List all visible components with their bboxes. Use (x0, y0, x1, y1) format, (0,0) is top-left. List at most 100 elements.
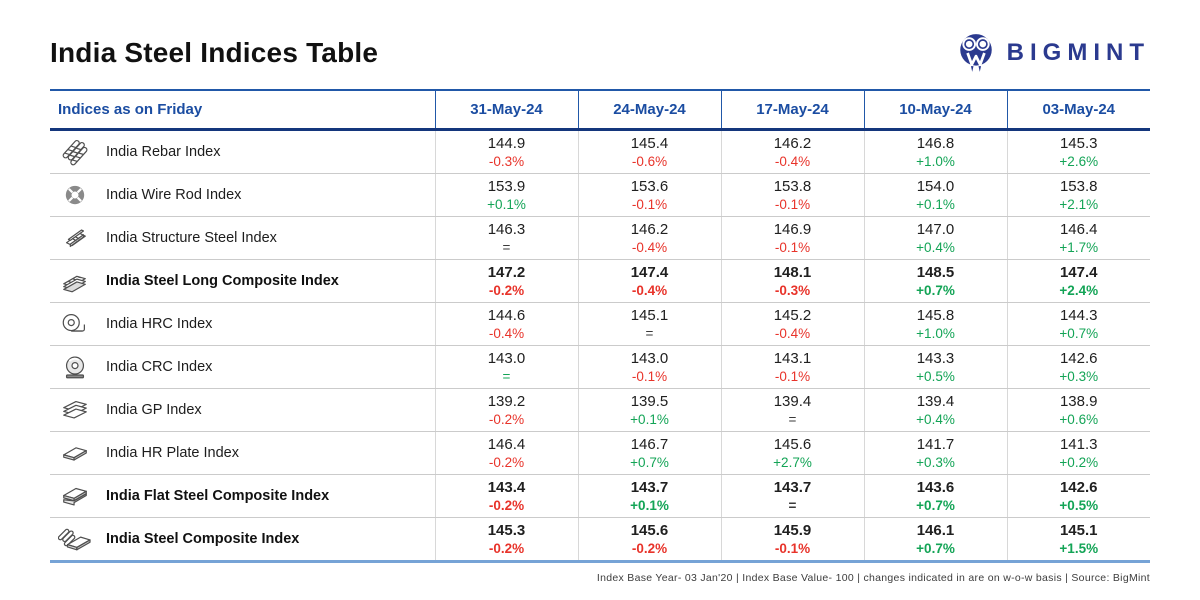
value-cell: 144.3 +0.7% (1006, 302, 1150, 346)
table-row: India Wire Rod Index 153.9 +0.1% 153.6 -0.1%… (50, 173, 1150, 217)
wow-change: -0.2% (488, 498, 525, 513)
wow-change: +2.6% (1059, 154, 1099, 169)
row-label: India CRC Index (106, 359, 213, 375)
index-value: 146.2 (630, 221, 669, 238)
index-value: 139.5 (630, 393, 669, 410)
wow-change: +2.7% (773, 455, 812, 470)
index-value: 147.2 (487, 264, 526, 281)
table-row: India GP Index 139.2 -0.2% 139.5 +0.1% 139.4 =… (50, 388, 1150, 432)
wow-change: +0.3% (916, 455, 955, 470)
rebar-icon (58, 135, 92, 169)
row-label: India GP Index (106, 402, 202, 418)
value-cell: 145.6 -0.2% (577, 517, 721, 563)
value-cell: 146.4 -0.2% (434, 431, 578, 475)
index-value: 144.3 (1059, 307, 1098, 324)
value-cell: 145.1 = (577, 302, 721, 346)
table-row: India CRC Index 143.0 = 143.0 -0.1% 143.1 -0.1… (50, 345, 1150, 389)
value-cell: 153.6 -0.1% (577, 173, 721, 217)
value-cell: 147.0 +0.4% (863, 216, 1007, 260)
value-cell: 139.4 +0.4% (863, 388, 1007, 432)
value-cell: 148.1 -0.3% (720, 259, 864, 303)
row-label: India Steel Long Composite Index (106, 273, 339, 289)
wow-change: -0.2% (488, 283, 525, 298)
index-value: 143.1 (773, 350, 812, 367)
row-label: India Steel Composite Index (106, 531, 300, 547)
date-column-header: 31-May-24 (434, 89, 578, 131)
wow-change: = (788, 412, 797, 427)
hr-plate-icon (58, 436, 92, 470)
date-column-header: 24-May-24 (577, 89, 721, 131)
value-cell: 145.2 -0.4% (720, 302, 864, 346)
bigmint-logo: BIGMINT (955, 32, 1150, 74)
index-value: 145.2 (773, 307, 812, 324)
wow-change: +0.3% (1059, 369, 1099, 384)
wow-change: -0.1% (774, 369, 811, 384)
page: India Steel Indices Table BIGMINT (0, 30, 1200, 584)
steel-composite-icon (58, 522, 92, 556)
index-value: 145.3 (1059, 135, 1098, 152)
value-cell: 143.0 -0.1% (577, 345, 721, 389)
index-value: 141.7 (916, 436, 955, 453)
value-cell: 146.8 +1.0% (863, 129, 1007, 174)
wow-change: +0.7% (630, 455, 669, 470)
steel-indices-table: Indices as on Friday 31-May-24 24-May-24… (50, 89, 1150, 563)
value-cell: 146.1 +0.7% (863, 517, 1007, 563)
index-value: 153.8 (1059, 178, 1098, 195)
index-value: 146.4 (1059, 221, 1098, 238)
wow-change: +1.0% (916, 326, 955, 341)
index-value: 146.9 (773, 221, 812, 238)
wow-change: -0.3% (774, 283, 811, 298)
table-header: Indices as on Friday 31-May-24 24-May-24… (50, 89, 1150, 131)
value-cell: 143.1 -0.1% (720, 345, 864, 389)
value-cell: 139.4 = (720, 388, 864, 432)
table-row: India Rebar Index 144.9 -0.3% 145.4 -0.6% 146… (50, 129, 1150, 174)
wow-change: +0.4% (916, 412, 955, 427)
index-value: 147.0 (916, 221, 955, 238)
wow-change: -0.2% (488, 455, 525, 470)
index-value: 145.4 (630, 135, 669, 152)
value-cell: 145.9 -0.1% (720, 517, 864, 563)
value-cell: 139.2 -0.2% (434, 388, 578, 432)
value-cell: 146.7 +0.7% (577, 431, 721, 475)
value-cell: 141.3 +0.2% (1006, 431, 1150, 475)
index-value: 143.3 (916, 350, 955, 367)
value-cell: 145.3 -0.2% (434, 517, 578, 563)
table-row: India HR Plate Index 146.4 -0.2% 146.7 +0.7%… (50, 431, 1150, 475)
footnote: Index Base Year- 03 Jan'20 | Index Base … (596, 572, 1150, 584)
structure-steel-beam-icon (58, 221, 92, 255)
wow-change: -0.1% (631, 369, 668, 384)
value-cell: 145.3 +2.6% (1006, 129, 1150, 174)
wow-change: -0.6% (631, 154, 668, 169)
index-value: 146.8 (916, 135, 955, 152)
row-label: India Rebar Index (106, 144, 221, 160)
page-header: India Steel Indices Table BIGMINT (50, 30, 1150, 76)
index-value: 143.0 (630, 350, 669, 367)
value-cell: 145.6 +2.7% (720, 431, 864, 475)
index-value: 145.3 (487, 522, 526, 539)
wow-change: +2.4% (1059, 283, 1099, 298)
value-cell: 144.6 -0.4% (434, 302, 578, 346)
wow-change: +0.7% (916, 498, 955, 513)
index-value: 139.4 (916, 393, 955, 410)
index-value: 145.6 (630, 522, 669, 539)
index-value: 153.9 (487, 178, 526, 195)
index-value: 145.8 (916, 307, 955, 324)
label-column-header: Indices as on Friday (50, 89, 435, 131)
index-value: 145.1 (630, 307, 669, 324)
index-value: 146.7 (630, 436, 669, 453)
wow-change: -0.4% (774, 154, 811, 169)
wow-change: -0.2% (631, 541, 668, 556)
value-cell: 153.8 +2.1% (1006, 173, 1150, 217)
table-row: India Steel Long Composite Index 147.2 -0.… (50, 259, 1150, 303)
row-label-cell: India Steel Long Composite Index (50, 259, 435, 303)
wow-change: +0.4% (916, 240, 955, 255)
crc-coil-icon (58, 350, 92, 384)
wow-change: +0.1% (630, 412, 669, 427)
row-label-cell: India Structure Steel Index (50, 216, 435, 260)
gp-sheets-icon (58, 393, 92, 427)
index-value: 145.6 (773, 436, 812, 453)
wow-change: +0.7% (1059, 326, 1099, 341)
wow-change: -0.1% (774, 541, 811, 556)
value-cell: 148.5 +0.7% (863, 259, 1007, 303)
wow-change: +0.5% (1059, 498, 1099, 513)
